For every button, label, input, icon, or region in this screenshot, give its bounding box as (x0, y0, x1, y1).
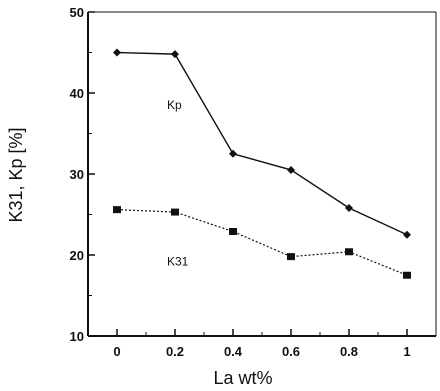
point-k31 (229, 228, 237, 236)
series-label-kp: Kp (167, 98, 182, 112)
point-k31 (345, 248, 353, 256)
point-k31 (403, 271, 411, 279)
point-kp (229, 149, 237, 158)
x-tick-label: 0.2 (166, 344, 184, 359)
x-axis-ticks: 0 0.2 0.4 0.6 0.8 1 (113, 329, 411, 359)
y-tick-label: 30 (70, 167, 84, 182)
point-k31 (113, 206, 121, 214)
series-label-k31: K31 (167, 255, 189, 269)
x-tick-label: 0.6 (282, 344, 300, 359)
point-kp (171, 50, 179, 59)
plot-frame (87, 11, 437, 337)
point-kp (287, 165, 295, 174)
point-kp (113, 48, 121, 57)
x-tick-label: 0 (113, 344, 120, 359)
point-k31 (171, 208, 179, 216)
y-tick-label: 10 (70, 329, 84, 344)
point-kp (345, 204, 353, 213)
x-tick-label: 0.4 (224, 344, 243, 359)
x-axis-title: La wt% (213, 368, 272, 388)
point-k31 (287, 253, 295, 261)
series-line-kp (116, 51, 408, 236)
point-kp (403, 230, 411, 239)
y-tick-label: 50 (70, 5, 84, 20)
y-axis-ticks: 10 20 30 40 50 (70, 5, 95, 344)
series-labels: Kp K31 (167, 98, 189, 268)
x-tick-label: 1 (403, 344, 410, 359)
series-lines (116, 51, 408, 276)
series-markers (113, 48, 411, 279)
y-axis-title: K31, Kp [%] (6, 127, 26, 222)
x-tick-label: 0.8 (340, 344, 358, 359)
y-tick-label: 20 (70, 248, 84, 263)
series-line-k31 (116, 209, 408, 276)
y-tick-label: 40 (70, 86, 84, 101)
